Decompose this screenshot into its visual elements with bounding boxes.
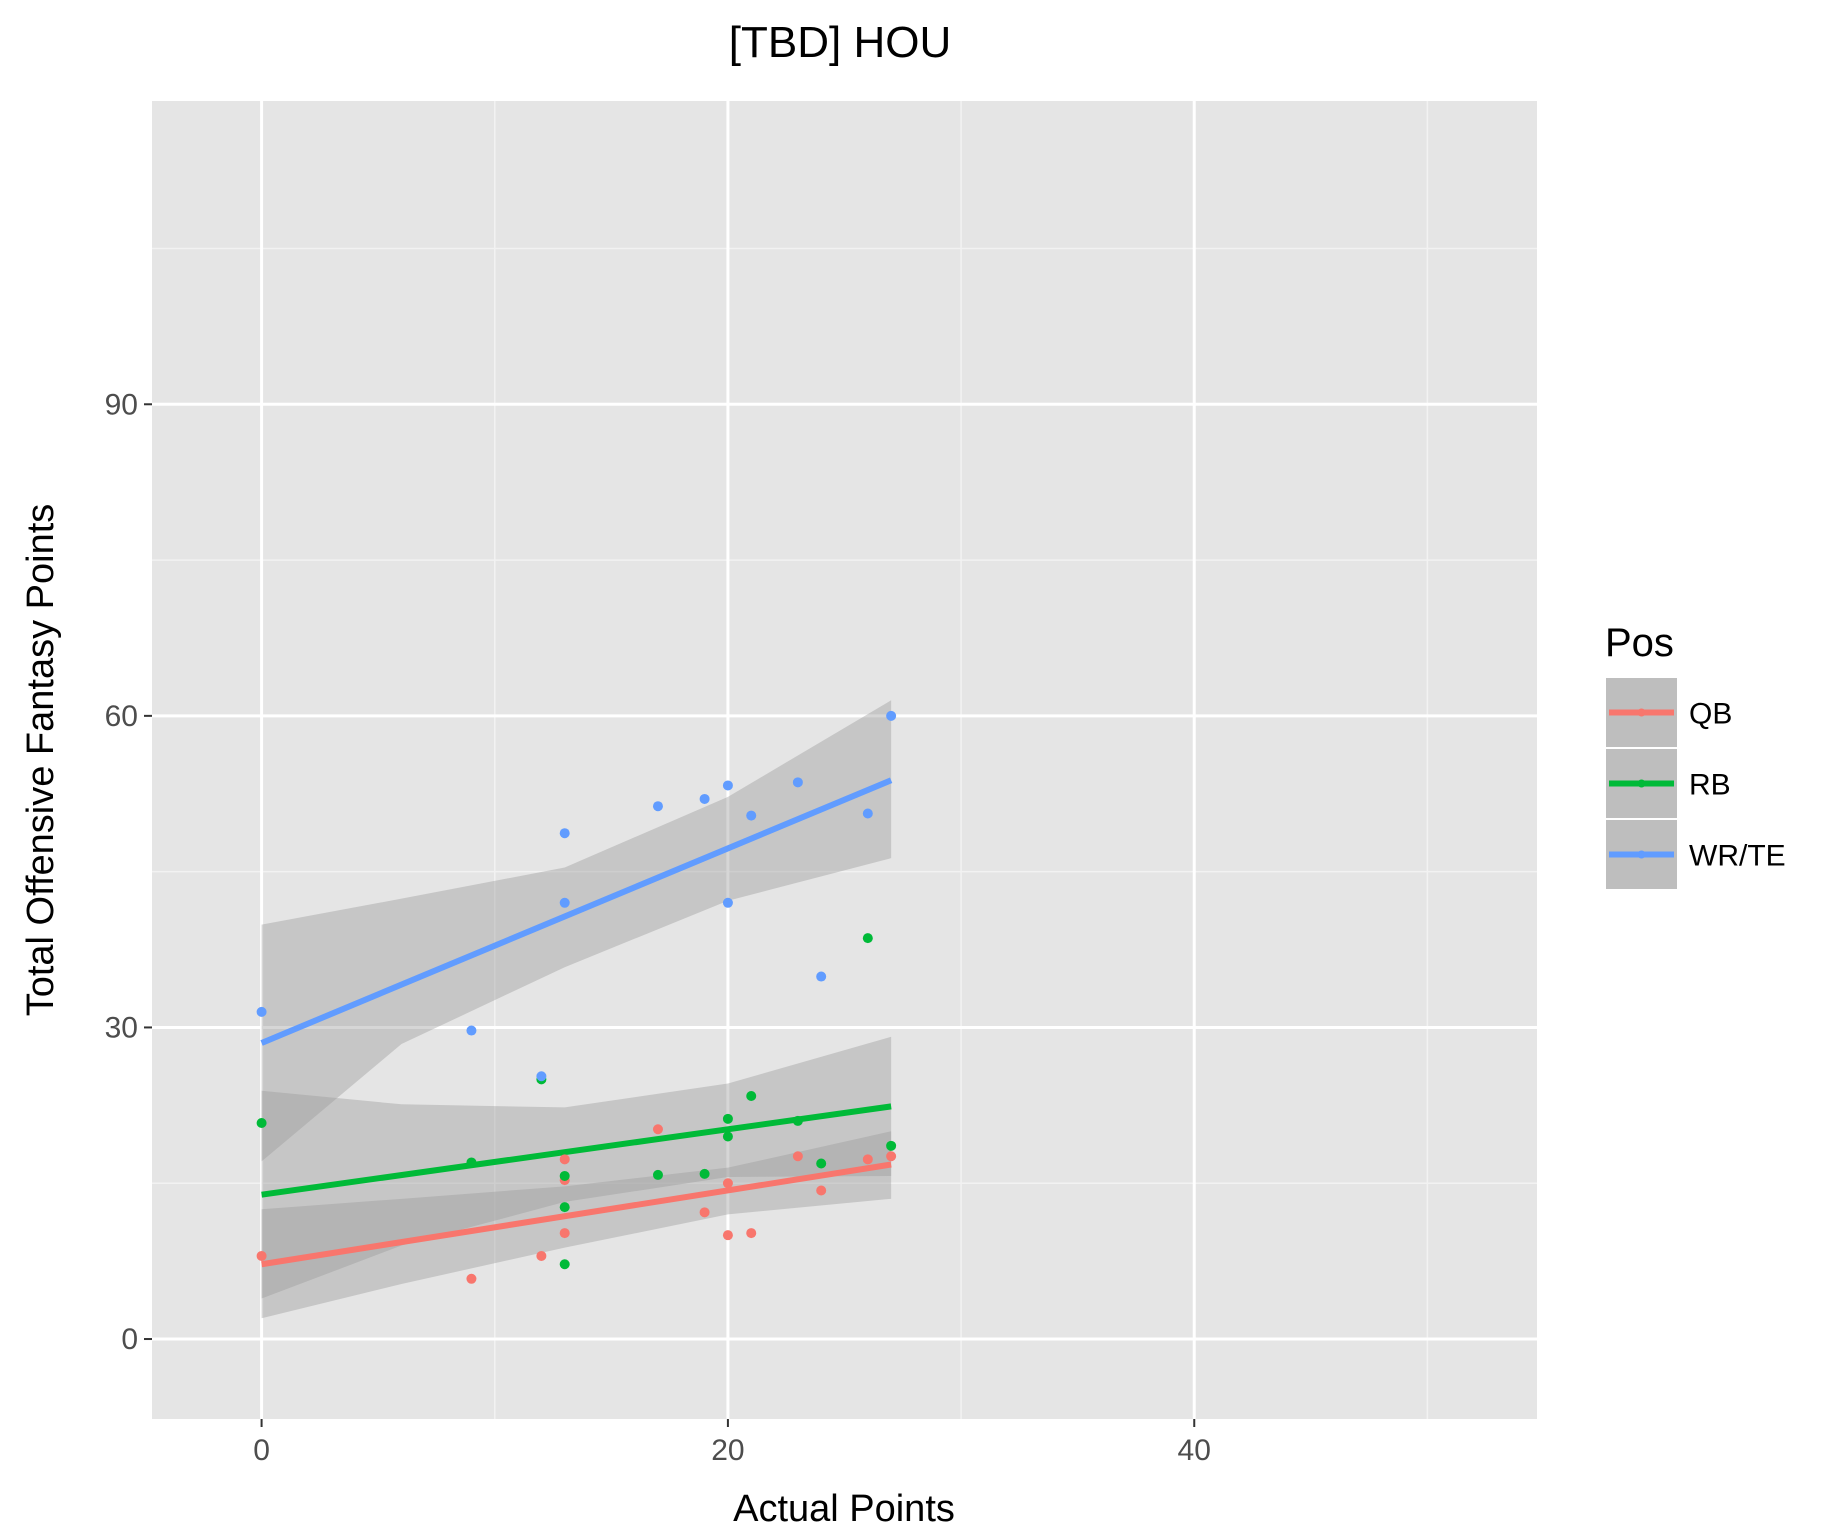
data-point: [256, 1117, 267, 1128]
legend-key-point: [1637, 850, 1646, 859]
data-point: [722, 1131, 733, 1142]
y-axis-label: Total Offensive Fantasy Points: [20, 504, 62, 1017]
data-point: [722, 780, 733, 791]
data-point: [746, 810, 757, 821]
confidence-band-rb: [261, 1036, 892, 1299]
x-axis: 0 20 40: [253, 1419, 1211, 1467]
data-point: [746, 1090, 757, 1101]
data-point: [816, 1158, 827, 1169]
legend-label: WR/TE: [1689, 840, 1786, 873]
data-point: [256, 1006, 267, 1017]
data-point: [559, 897, 570, 908]
confidence-band-qb: [261, 1131, 892, 1319]
data-point: [862, 808, 873, 819]
data-point: [862, 933, 873, 944]
legend-title: Pos: [1605, 621, 1674, 665]
data-point: [816, 971, 827, 982]
legend-label: RB: [1689, 769, 1731, 802]
legend-label: QB: [1689, 698, 1732, 731]
y-axis: 0 30 60 90: [105, 388, 152, 1356]
data-point: [722, 897, 733, 908]
legend-keys: QB RB WR/TE: [1604, 676, 1786, 891]
data-point: [699, 793, 710, 804]
data-point: [792, 1115, 803, 1126]
x-tick-label: 0: [253, 1434, 270, 1467]
data-point: [746, 1228, 757, 1239]
data-point: [536, 1250, 547, 1261]
data-point: [559, 828, 570, 839]
data-point: [722, 1230, 733, 1241]
legend-key-point: [1637, 779, 1646, 788]
data-point: [652, 1169, 663, 1180]
confidence-band-wr-te: [261, 700, 892, 1162]
data-point: [652, 801, 663, 812]
data-point: [466, 1157, 477, 1168]
data-point: [722, 1178, 733, 1189]
grid-minor: [152, 101, 1537, 1419]
data-point: [862, 1154, 873, 1165]
legend-item-qb: QB: [1604, 676, 1732, 749]
data-point: [559, 1202, 570, 1213]
data-point: [792, 777, 803, 788]
data-point: [816, 1185, 827, 1196]
data-point: [722, 1113, 733, 1124]
data-point: [886, 710, 897, 721]
y-tick-label: 30: [105, 1011, 138, 1044]
y-tick-label: 0: [121, 1323, 138, 1356]
data-points: [256, 710, 897, 1284]
chart-title: [TBD] HOU: [729, 18, 951, 67]
data-point: [886, 1151, 897, 1162]
legend: Pos QB RB WR/TE: [1604, 621, 1786, 891]
data-point: [699, 1207, 710, 1218]
data-point: [466, 1273, 477, 1284]
data-point: [652, 1124, 663, 1135]
grid-major: [152, 101, 1537, 1419]
data-point: [466, 1025, 477, 1036]
legend-item-wr-te: WR/TE: [1604, 818, 1786, 891]
legend-key-point: [1637, 708, 1646, 717]
x-axis-label: Actual Points: [733, 1488, 955, 1530]
x-tick-label: 40: [1178, 1434, 1211, 1467]
fit-lines: [260, 777, 893, 1268]
data-point: [792, 1151, 803, 1162]
y-tick-label: 90: [105, 388, 138, 421]
fit-line-wr-te: [260, 777, 893, 1046]
y-tick-label: 60: [105, 700, 138, 733]
data-point: [559, 1259, 570, 1270]
x-tick-label: 20: [711, 1434, 744, 1467]
fit-line-qb: [261, 1161, 892, 1268]
data-point: [536, 1071, 547, 1082]
data-point: [699, 1168, 710, 1179]
data-point: [886, 1140, 897, 1151]
data-point: [256, 1250, 267, 1261]
data-point: [559, 1170, 570, 1181]
data-point: [559, 1154, 570, 1165]
fit-line-rb: [261, 1103, 892, 1198]
confidence-bands: [261, 700, 892, 1319]
data-point: [559, 1228, 570, 1239]
plot-panel: [152, 101, 1537, 1419]
legend-item-rb: RB: [1604, 747, 1731, 820]
